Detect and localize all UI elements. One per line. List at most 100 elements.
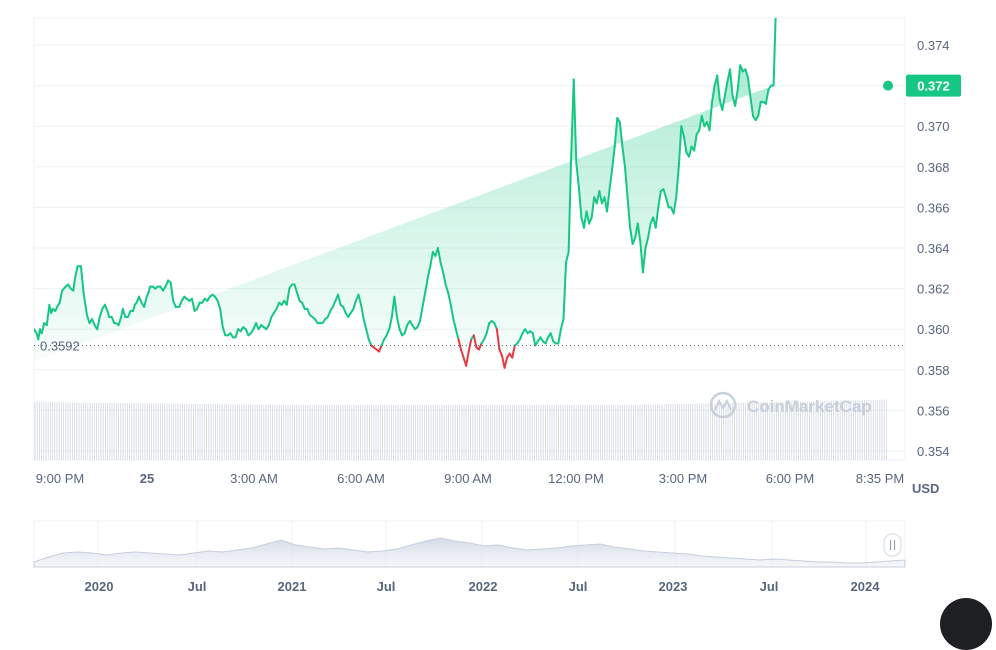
navigator-handle[interactable] bbox=[883, 533, 902, 557]
price-segment bbox=[301, 301, 306, 310]
price-segment bbox=[734, 88, 739, 107]
price-segment bbox=[98, 307, 104, 319]
price-segment bbox=[58, 289, 64, 304]
y-tick-label: 0.354 bbox=[917, 444, 950, 459]
range-navigator[interactable]: 2020 Jul 2021 Jul 2022 Jul 2023 Jul 2024 bbox=[33, 520, 906, 594]
price-segment bbox=[172, 299, 177, 308]
current-price-value: 0.372 bbox=[917, 79, 950, 94]
price-segment bbox=[424, 277, 429, 294]
price-segment bbox=[117, 316, 123, 327]
price-segment bbox=[662, 188, 667, 199]
price-segment bbox=[477, 342, 483, 351]
price-segment bbox=[577, 186, 583, 219]
price-segment bbox=[285, 287, 291, 306]
price-segment bbox=[398, 328, 404, 337]
price-segment bbox=[716, 74, 721, 101]
price-segment bbox=[511, 344, 516, 359]
price-segment bbox=[621, 145, 626, 168]
price-segment bbox=[711, 84, 716, 103]
price-segment bbox=[457, 338, 462, 351]
price-segment bbox=[96, 316, 101, 331]
price-segment bbox=[106, 309, 111, 319]
price-segment bbox=[442, 271, 447, 286]
price-segment bbox=[244, 328, 250, 337]
navigator-tick-label: 2023 bbox=[659, 579, 688, 594]
price-segment bbox=[549, 332, 555, 343]
price-segment bbox=[419, 305, 424, 323]
price-segment bbox=[498, 348, 503, 357]
plot-frame bbox=[33, 17, 906, 461]
price-segment bbox=[723, 80, 729, 97]
price-segment bbox=[613, 117, 619, 148]
price-segment bbox=[588, 216, 593, 225]
price-segment bbox=[721, 94, 726, 111]
price-segment bbox=[40, 322, 46, 335]
price-segment bbox=[557, 328, 562, 345]
y-tick-label: 0.358 bbox=[917, 363, 950, 378]
price-segment bbox=[429, 251, 434, 268]
price-segment bbox=[608, 167, 614, 191]
price-segment bbox=[234, 328, 240, 339]
price-segment bbox=[395, 316, 401, 331]
price-segment bbox=[444, 283, 450, 294]
price-segment bbox=[611, 145, 616, 170]
price-segment bbox=[293, 283, 299, 294]
price-segment bbox=[306, 307, 311, 316]
price-segment bbox=[647, 222, 652, 239]
price-segment bbox=[465, 350, 470, 367]
price-segment bbox=[147, 285, 152, 294]
price-segment bbox=[357, 293, 363, 306]
y-tick-label: 0.356 bbox=[917, 403, 950, 418]
price-segment bbox=[267, 316, 273, 327]
price-segment bbox=[585, 210, 591, 225]
x-tick-label: 25 bbox=[140, 471, 154, 486]
price-segment bbox=[531, 332, 537, 347]
watermark-logo: CoinMarketCap bbox=[709, 391, 872, 419]
price-line bbox=[34, 18, 777, 369]
x-tick-label: 6:00 PM bbox=[766, 471, 814, 486]
price-segment bbox=[618, 121, 624, 148]
price-segment bbox=[764, 88, 770, 105]
navigator-tick-label: Jul bbox=[188, 579, 207, 594]
price-segment bbox=[729, 68, 734, 97]
navigator-axis: 2020 Jul 2021 Jul 2022 Jul 2023 Jul 2024 bbox=[85, 579, 881, 594]
price-segment bbox=[623, 165, 629, 199]
navigator-tick-label: Jul bbox=[569, 579, 588, 594]
price-segment bbox=[178, 299, 183, 308]
price-segment bbox=[657, 190, 662, 209]
price-segment bbox=[460, 348, 465, 359]
y-tick-label: 0.368 bbox=[917, 160, 950, 175]
price-segment bbox=[654, 206, 660, 229]
navigator-tick-label: Jul bbox=[760, 579, 779, 594]
price-segment bbox=[110, 316, 116, 325]
y-tick-label: 0.364 bbox=[917, 241, 950, 256]
y-tick-label: 0.366 bbox=[917, 200, 950, 215]
y-tick-label: 0.370 bbox=[917, 119, 950, 134]
price-segment bbox=[680, 125, 685, 138]
price-segment bbox=[631, 236, 637, 245]
price-segment bbox=[45, 303, 51, 327]
price-segment bbox=[360, 303, 365, 321]
price-segment bbox=[454, 328, 460, 341]
price-segment bbox=[219, 307, 224, 329]
price-segment bbox=[196, 301, 201, 310]
price-segment bbox=[736, 64, 742, 91]
price-segment bbox=[85, 313, 91, 325]
price-segment bbox=[495, 328, 501, 351]
x-tick-label: 12:00 PM bbox=[548, 471, 604, 486]
price-area-fill bbox=[34, 65, 774, 368]
price-segment bbox=[169, 281, 175, 302]
price-segment bbox=[629, 226, 634, 245]
price-segment bbox=[367, 338, 373, 347]
price-segment bbox=[331, 299, 337, 308]
volume-bars bbox=[34, 399, 887, 460]
navigator-tick-label: Jul bbox=[377, 579, 396, 594]
floating-action-button[interactable] bbox=[940, 598, 992, 650]
x-tick-label: 9:00 AM bbox=[444, 471, 492, 486]
price-segment bbox=[447, 291, 452, 306]
price-segment bbox=[342, 305, 347, 314]
price-chart[interactable]: CoinMarketCap 0.3592 0.374 0.372 0.370 0.36… bbox=[0, 0, 996, 611]
price-segment bbox=[79, 265, 85, 294]
price-segment bbox=[544, 336, 550, 345]
price-segment bbox=[275, 301, 281, 310]
